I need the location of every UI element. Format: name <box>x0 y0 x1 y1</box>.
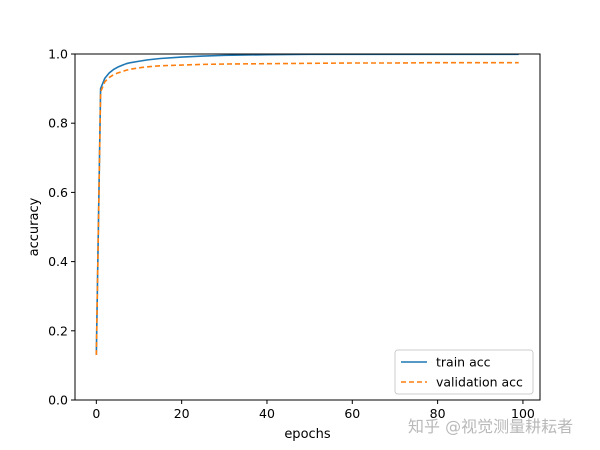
x-tick-label: 40 <box>259 406 275 421</box>
x-tick-label: 80 <box>430 406 446 421</box>
x-tick-label: 20 <box>174 406 190 421</box>
y-tick-label: 0.6 <box>48 185 68 200</box>
y-tick-label: 0.2 <box>48 323 68 338</box>
y-axis-label: accuracy <box>27 197 42 256</box>
legend-box <box>394 349 534 395</box>
y-tick-label: 0.0 <box>48 393 68 408</box>
series-line-validation-acc <box>95 61 519 356</box>
y-tick-label: 0.4 <box>48 254 68 269</box>
y-tick-label: 0.8 <box>48 116 68 131</box>
x-axis-label: epochs <box>284 427 331 442</box>
x-tick-label: 0 <box>92 406 100 421</box>
legend-label: train acc <box>436 355 491 370</box>
legend-label: validation acc <box>436 375 523 390</box>
x-tick-label: 60 <box>344 406 360 421</box>
plot-area-frame <box>74 53 541 401</box>
y-tick-label: 1.0 <box>48 47 68 62</box>
watermark-text: 知乎 @视觉测量耕耘者 <box>408 417 574 436</box>
x-tick-label: 100 <box>511 406 535 421</box>
